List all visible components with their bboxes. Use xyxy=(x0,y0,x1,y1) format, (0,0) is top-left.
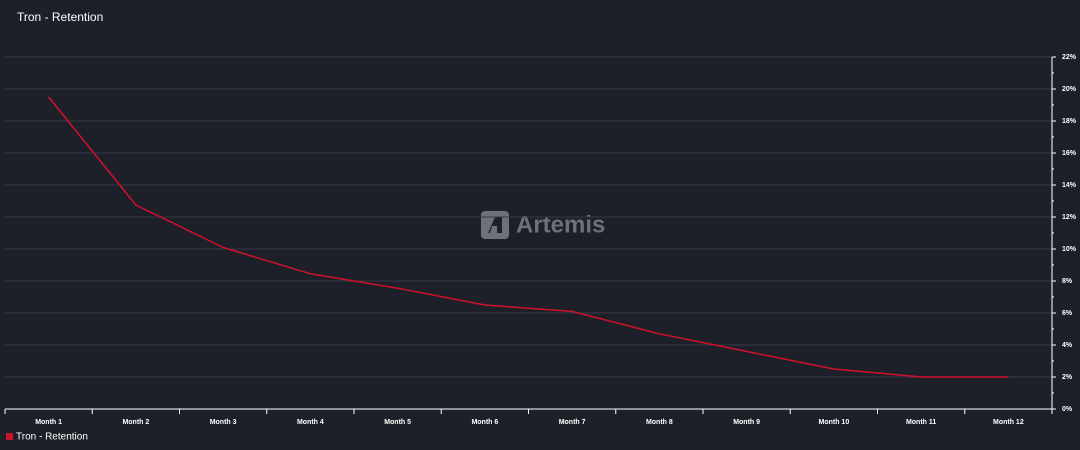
watermark-logo-glyph xyxy=(488,217,502,233)
watermark-text: Artemis xyxy=(516,211,605,238)
x-tick-label: Month 2 xyxy=(122,419,149,426)
y-tick-label: 2% xyxy=(1062,374,1073,381)
x-tick-label: Month 10 xyxy=(819,419,850,426)
y-tick-label: 22% xyxy=(1062,54,1077,61)
x-tick-label: Month 3 xyxy=(210,419,237,426)
y-tick-label: 12% xyxy=(1062,214,1077,221)
x-tick-label: Month 9 xyxy=(733,419,760,426)
x-tick-label: Month 4 xyxy=(297,419,324,426)
y-tick-label: 20% xyxy=(1062,86,1077,93)
x-tick-label: Month 12 xyxy=(993,419,1024,426)
y-tick-label: 16% xyxy=(1062,150,1077,157)
y-tick-label: 6% xyxy=(1062,310,1073,317)
series-line xyxy=(48,96,1009,378)
chart-title: Tron - Retention xyxy=(17,10,103,24)
y-tick-label: 0% xyxy=(1062,406,1073,413)
x-tick-label: Month 6 xyxy=(471,419,498,426)
legend-swatch xyxy=(6,433,13,440)
legend-label: Tron - Retention xyxy=(16,432,88,443)
x-tick-label: Month 5 xyxy=(384,419,411,426)
y-tick-label: 10% xyxy=(1062,246,1077,253)
x-tick-label: Month 8 xyxy=(646,419,673,426)
x-tick-label: Month 7 xyxy=(559,419,586,426)
y-tick-label: 8% xyxy=(1062,278,1073,285)
x-tick-label: Month 11 xyxy=(906,419,936,426)
y-tick-label: 18% xyxy=(1062,118,1077,125)
y-tick-label: 14% xyxy=(1062,182,1077,189)
y-tick-label: 4% xyxy=(1062,342,1073,349)
x-tick-label: Month 1 xyxy=(35,419,62,426)
watermark: Artemis xyxy=(481,211,605,239)
